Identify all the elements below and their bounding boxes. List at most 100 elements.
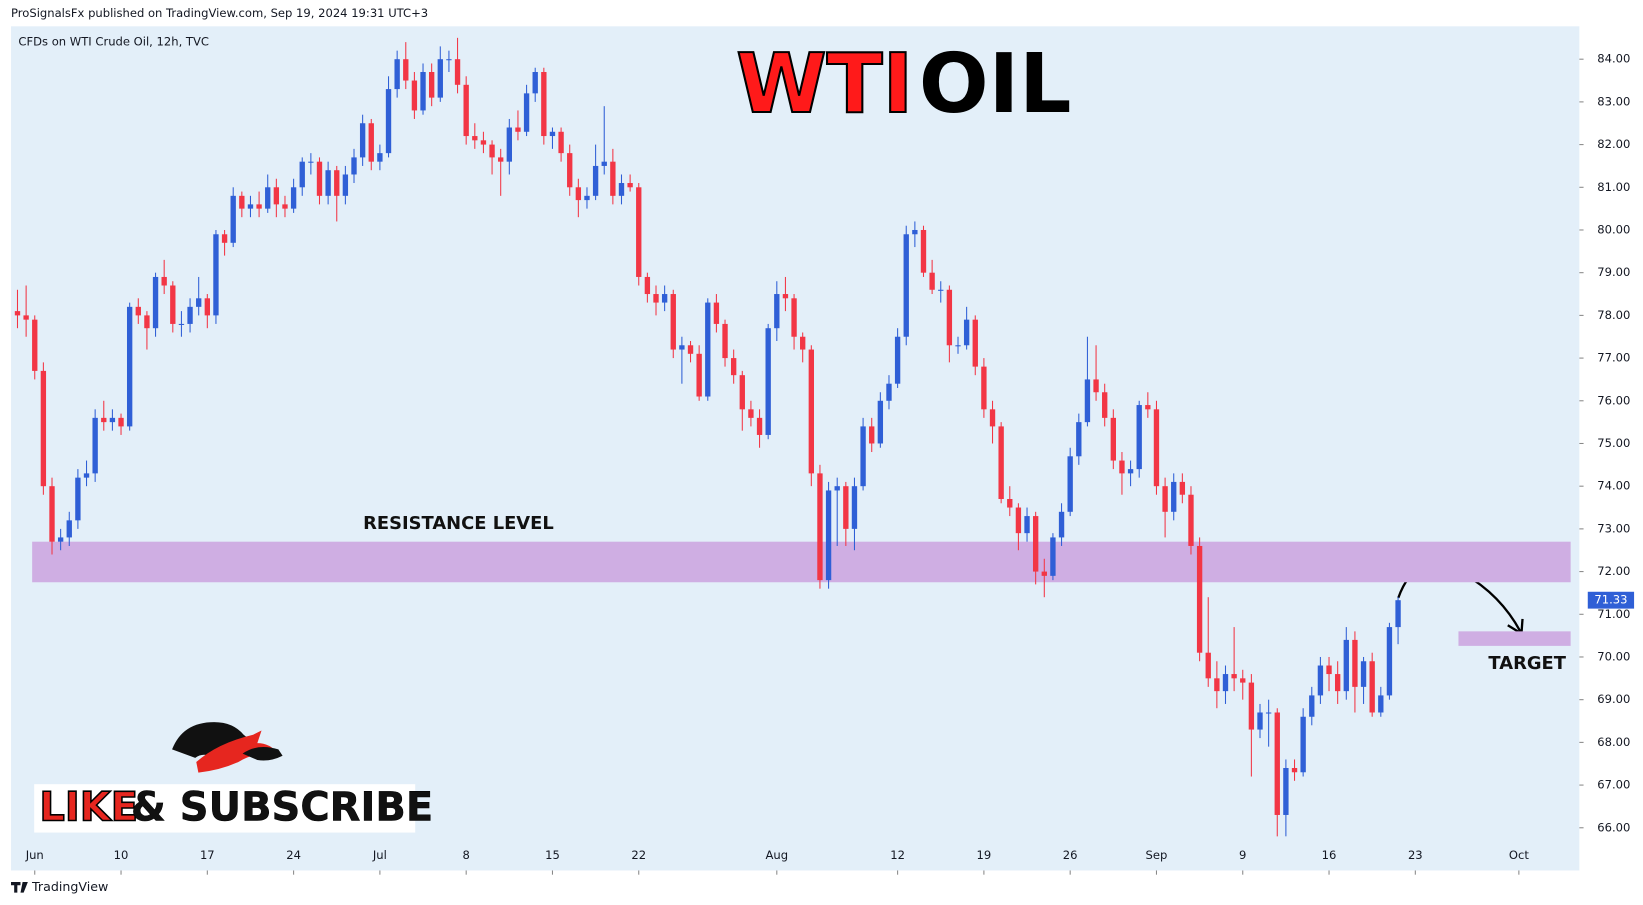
candle-body [1058,511,1065,538]
candle-body [437,59,443,98]
y-tick-label: 72.00 [1597,564,1630,578]
candle-body [705,302,711,397]
candle-body [239,195,245,209]
candle-body [920,229,927,273]
candle-body [75,477,81,521]
zone-label: RESISTANCE LEVEL [363,513,554,534]
candle-body [869,426,875,444]
candle-body [851,486,858,529]
candle-body [394,59,400,90]
candle-body [282,204,288,209]
x-tick-label: 17 [200,848,215,862]
footer: TradingView [31,879,108,894]
plot-area [11,26,1580,871]
candle-body [1352,639,1358,687]
candle-body [1041,571,1047,576]
candle-body [886,383,892,401]
x-tick-label: 8 [462,848,469,862]
candle-body [774,294,780,329]
candle-body [126,306,133,427]
candle-body [601,161,607,166]
candle-body [1110,417,1116,461]
candle-body [653,294,659,303]
candle-body [1102,392,1108,418]
candle-body [1205,652,1211,679]
candle-body [1171,481,1177,512]
x-tick-label: Jul [372,848,387,862]
candle-body [903,234,909,337]
candle-body [661,294,668,303]
candle-body [187,306,193,324]
subscribe-bg [34,784,416,833]
y-tick-label: 76.00 [1597,393,1630,407]
y-tick-label: 73.00 [1597,521,1630,535]
y-tick-label: 79.00 [1597,265,1630,279]
zone-label: TARGET [1488,653,1566,674]
candle-body [515,127,521,132]
candle-body [1196,545,1203,653]
candle-body [118,417,124,427]
candle-body [713,302,720,324]
x-tick-label: 19 [977,848,992,862]
candle-body [610,161,616,196]
candle-body [670,294,676,350]
candle-body [575,187,582,201]
title-part: WTI [736,37,913,132]
candle-body [368,123,374,162]
candle-body [981,366,987,410]
candle-body [351,157,357,175]
candle-body [428,72,435,98]
subscribe-like: LIKE [39,784,138,830]
candle-body [109,417,116,423]
candle-body [1145,405,1151,410]
candle-body [446,59,452,61]
candle-body [1300,716,1306,773]
candle-body [1309,695,1315,717]
last-price-label: 71.33 [1594,593,1627,607]
candle-body [730,358,737,376]
title-part: OIL [919,37,1072,132]
candle-body [1291,767,1298,773]
candle-body [748,409,754,418]
candle-body [463,84,469,137]
candle-body [342,174,349,196]
candle-body [420,72,426,111]
candle-body [636,187,642,277]
candle-body [1214,678,1220,692]
candle-body [23,315,29,320]
y-tick-label: 69.00 [1597,692,1630,706]
candle-body [644,276,651,295]
candle-body [170,285,176,324]
candle-body [592,165,599,196]
candle-body [247,204,254,209]
subscribe-rest: & SUBSCRIBE [131,784,433,830]
candle-body [817,473,823,581]
candle-body [972,319,978,367]
candle-body [1188,494,1194,546]
x-tick-label: Oct [1509,848,1529,862]
candle-body [411,80,418,111]
candle-body [1231,674,1237,679]
candle-body [334,170,340,196]
candle-body [230,195,236,243]
candle-body [722,323,728,359]
candle-body [1334,674,1341,692]
candle-body [618,183,625,196]
candle-body [221,234,228,243]
candle-body [1179,481,1186,495]
candle-body [359,123,366,158]
candle-body [696,353,702,397]
candle-body [83,473,90,478]
candle-body [894,336,901,384]
candle-body [489,144,495,158]
candle-body [325,170,331,196]
candle-body [1093,379,1099,393]
y-tick-label: 82.00 [1597,137,1630,151]
candle-body [1162,486,1168,512]
candle-body [57,537,64,542]
candle-body [101,417,107,423]
candle-body [256,204,262,209]
candle-body [584,195,590,201]
zone [1458,631,1571,646]
